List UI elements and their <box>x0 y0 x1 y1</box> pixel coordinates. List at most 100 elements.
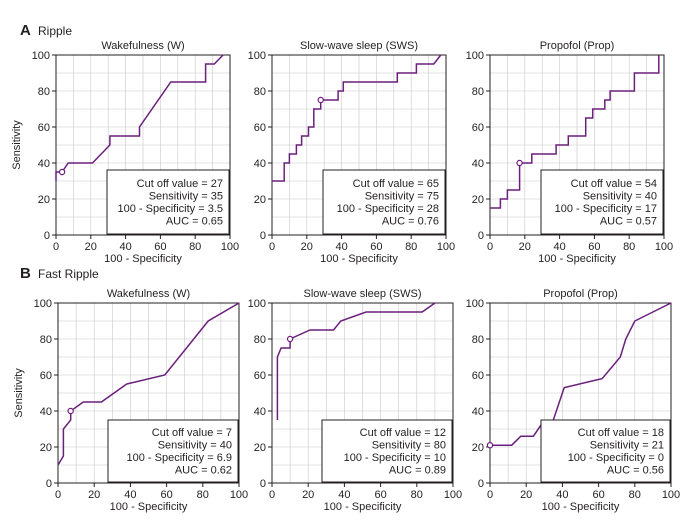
x-tick-label: 40 <box>124 489 136 501</box>
section-a-title: Ripple <box>38 24 72 38</box>
axes-frame <box>271 54 447 236</box>
x-axis-label: 100 - Specificity <box>110 501 188 513</box>
section-b-header: B Fast Ripple <box>20 265 99 282</box>
cutoff-point-marker <box>516 159 523 167</box>
annotation-line: Sensitivity = 21 <box>590 440 664 452</box>
x-tick-label: 20 <box>301 241 313 253</box>
annotation-line: AUC = 0.62 <box>175 465 232 477</box>
annotation-line: Sensitivity = 35 <box>149 191 223 203</box>
y-tick-label: 0 <box>478 478 484 490</box>
y-tick-label: 100 <box>248 298 266 310</box>
axes-frame <box>271 302 454 484</box>
x-tick-label: 0 <box>487 241 493 253</box>
y-tick-label: 80 <box>254 334 266 346</box>
x-tick-label: 100 <box>221 241 239 253</box>
y-tick-label: 20 <box>254 194 266 206</box>
axes-frame <box>57 302 240 484</box>
roc-curve <box>490 55 660 209</box>
cutoff-point-marker <box>286 335 294 343</box>
y-axis-label: Sensitivity <box>11 120 23 170</box>
y-tick-label: 60 <box>38 122 50 134</box>
chart-title: Propofol (Prop) <box>543 288 618 300</box>
x-tick-label: 100 <box>662 489 680 501</box>
x-tick-label: 80 <box>189 241 201 253</box>
chart-title: Wakefulness (W) <box>107 288 190 300</box>
x-axis-label: 100 - Specificity <box>320 253 398 265</box>
annotation-line: AUC = 0.65 <box>166 216 223 228</box>
x-tick-label: 0 <box>53 241 59 253</box>
y-tick-label: 0 <box>260 230 266 242</box>
x-tick-label: 20 <box>302 489 314 501</box>
y-tick-label: 100 <box>32 50 50 62</box>
annotation-frame <box>106 169 230 235</box>
y-tick-label: 100 <box>248 50 266 62</box>
roc-curve <box>276 302 436 420</box>
y-tick-label: 0 <box>46 478 52 490</box>
axes-frame <box>55 54 231 236</box>
y-tick-label: 80 <box>472 334 484 346</box>
roc-chart-a-3: 0 20 40 60 80 100 0 20 40 60 80 100 Propofol (Prop) 1… <box>466 40 674 265</box>
y-tick-label: 80 <box>472 86 484 98</box>
y-tick-label: 100 <box>466 50 484 62</box>
x-tick-label: 100 <box>444 489 462 501</box>
y-tick-label: 40 <box>472 158 484 170</box>
annotation-line: 100 - Specificity = 17 <box>555 203 657 215</box>
x-tick-label: 80 <box>411 489 423 501</box>
annotation-line: Cut off value = 12 <box>360 427 446 439</box>
x-tick-label: 40 <box>335 241 347 253</box>
x-tick-label: 100 <box>655 241 673 253</box>
cutoff-point-marker <box>317 96 324 104</box>
x-axis-label: 100 - Specificity <box>538 253 616 265</box>
annotation-line: Sensitivity = 75 <box>365 191 439 203</box>
y-tick-label: 40 <box>254 158 266 170</box>
roc-chart-b-3: 0 20 40 60 80 100 0 20 40 60 80 100 Propofol (Prop) 1… <box>466 288 681 513</box>
annotation-line: Sensitivity = 80 <box>372 440 446 452</box>
roc-curve <box>490 302 672 446</box>
x-axis-label: 100 - Specificity <box>542 501 620 513</box>
x-tick-label: 100 <box>437 241 455 253</box>
x-axis-label: 100 - Specificity <box>324 501 402 513</box>
x-tick-label: 80 <box>623 241 635 253</box>
y-tick-label: 0 <box>260 478 266 490</box>
x-tick-label: 40 <box>338 489 350 501</box>
section-b-letter: B <box>20 265 31 282</box>
annotation-line: 100 - Specificity = 3.5 <box>118 203 223 215</box>
x-tick-label: 100 <box>230 489 248 501</box>
x-tick-label: 60 <box>160 489 172 501</box>
chart-title: Slow-wave sleep (SWS) <box>300 40 418 52</box>
y-tick-label: 60 <box>472 370 484 382</box>
x-tick-label: 20 <box>85 241 97 253</box>
cutoff-point-marker <box>67 407 74 415</box>
cutoff-point-marker <box>486 442 494 449</box>
annotation-line: AUC = 0.89 <box>389 465 446 477</box>
y-tick-label: 20 <box>254 442 266 454</box>
annotation-frame <box>107 419 239 483</box>
section-b-title: Fast Ripple <box>38 267 99 281</box>
annotation-line: Sensitivity = 40 <box>158 440 232 452</box>
annotation-line: Sensitivity = 40 <box>583 191 657 203</box>
x-tick-label: 40 <box>119 241 131 253</box>
chart-title: Propofol (Prop) <box>540 40 615 52</box>
annotation-line: 100 - Specificity = 0 <box>568 452 664 464</box>
section-a-header: A Ripple <box>20 22 72 39</box>
y-tick-label: 60 <box>254 122 266 134</box>
y-tick-label: 40 <box>254 406 266 418</box>
y-tick-label: 20 <box>40 442 52 454</box>
x-axis-label: 100 - Specificity <box>104 253 182 265</box>
y-tick-label: 80 <box>40 334 52 346</box>
y-tick-label: 80 <box>38 86 50 98</box>
x-tick-label: 40 <box>553 241 565 253</box>
y-tick-label: 60 <box>472 122 484 134</box>
annotation-line: AUC = 0.76 <box>382 216 439 228</box>
x-tick-label: 20 <box>519 241 531 253</box>
section-a-letter: A <box>20 22 31 39</box>
chart-title: Slow-wave sleep (SWS) <box>304 288 422 300</box>
x-tick-label: 20 <box>520 489 532 501</box>
y-tick-label: 60 <box>254 370 266 382</box>
annotation-frame <box>321 419 453 483</box>
annotation-line: Cut off value = 65 <box>353 178 439 190</box>
x-tick-label: 60 <box>370 241 382 253</box>
